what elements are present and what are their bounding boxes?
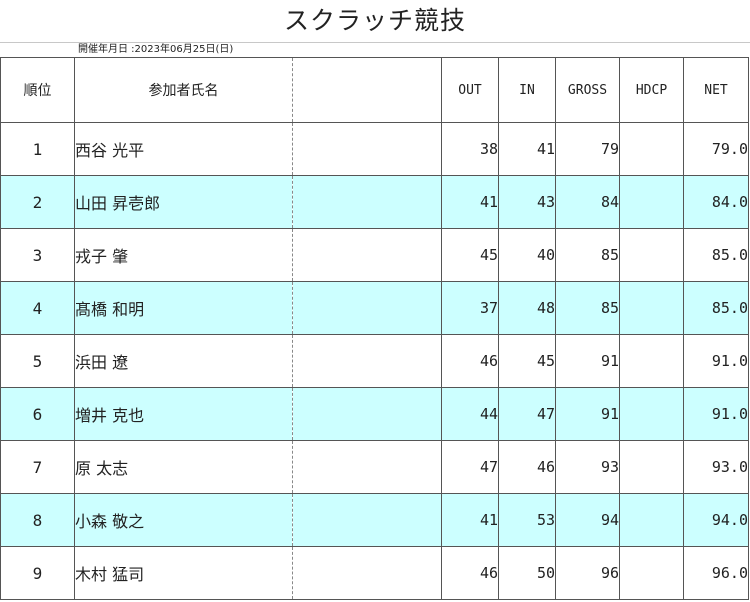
cell-blank xyxy=(292,387,442,441)
cell-gross: 91 xyxy=(555,387,620,441)
cell-hdcp xyxy=(619,546,684,600)
cell-rank: 4 xyxy=(0,281,75,335)
cell-hdcp xyxy=(619,440,684,494)
cell-out: 37 xyxy=(441,281,499,335)
cell-out: 41 xyxy=(441,493,499,547)
cell-in: 48 xyxy=(498,281,556,335)
cell-gross: 79 xyxy=(555,122,620,176)
cell-in: 41 xyxy=(498,122,556,176)
cell-gross: 84 xyxy=(555,175,620,229)
cell-net: 94.0 xyxy=(683,493,749,547)
cell-gross: 94 xyxy=(555,493,620,547)
cell-net: 84.0 xyxy=(683,175,749,229)
header-rank: 順位 xyxy=(0,57,75,123)
page-title: スクラッチ競技 xyxy=(0,0,750,43)
header-out: OUT xyxy=(441,57,499,123)
cell-in: 47 xyxy=(498,387,556,441)
cell-blank xyxy=(292,228,442,282)
cell-in: 53 xyxy=(498,493,556,547)
cell-name: 西谷 光平 xyxy=(74,122,293,176)
table-row: 1 西谷 光平 38 41 79 79.0 xyxy=(0,122,749,176)
header-hdcp: HDCP xyxy=(619,57,684,123)
cell-rank: 9 xyxy=(0,546,75,600)
header-row: 順位 参加者氏名 OUT IN GROSS HDCP NET xyxy=(0,57,749,123)
cell-out: 41 xyxy=(441,175,499,229)
header-name: 参加者氏名 xyxy=(74,57,293,123)
cell-hdcp xyxy=(619,122,684,176)
cell-name: 原 太志 xyxy=(74,440,293,494)
cell-blank xyxy=(292,546,442,600)
cell-hdcp xyxy=(619,493,684,547)
cell-rank: 7 xyxy=(0,440,75,494)
cell-blank xyxy=(292,334,442,388)
cell-net: 91.0 xyxy=(683,334,749,388)
cell-gross: 93 xyxy=(555,440,620,494)
cell-in: 45 xyxy=(498,334,556,388)
cell-in: 40 xyxy=(498,228,556,282)
cell-gross: 85 xyxy=(555,281,620,335)
header-in: IN xyxy=(498,57,556,123)
table-row: 9 木村 猛司 46 50 96 96.0 xyxy=(0,546,749,600)
cell-hdcp xyxy=(619,228,684,282)
cell-out: 47 xyxy=(441,440,499,494)
scores-table: 順位 参加者氏名 OUT IN GROSS HDCP NET 1 西谷 光平 3… xyxy=(0,57,749,600)
cell-net: 96.0 xyxy=(683,546,749,600)
cell-rank: 6 xyxy=(0,387,75,441)
cell-hdcp xyxy=(619,387,684,441)
table-row: 8 小森 敬之 41 53 94 94.0 xyxy=(0,493,749,547)
cell-gross: 91 xyxy=(555,334,620,388)
cell-out: 45 xyxy=(441,228,499,282)
cell-in: 46 xyxy=(498,440,556,494)
cell-out: 46 xyxy=(441,546,499,600)
cell-out: 44 xyxy=(441,387,499,441)
cell-name: 木村 猛司 xyxy=(74,546,293,600)
cell-rank: 8 xyxy=(0,493,75,547)
cell-rank: 5 xyxy=(0,334,75,388)
cell-blank xyxy=(292,175,442,229)
cell-name: 小森 敬之 xyxy=(74,493,293,547)
cell-net: 85.0 xyxy=(683,281,749,335)
cell-blank xyxy=(292,281,442,335)
cell-net: 93.0 xyxy=(683,440,749,494)
table-row: 5 浜田 遼 46 45 91 91.0 xyxy=(0,334,749,388)
table-row: 2 山田 昇壱郎 41 43 84 84.0 xyxy=(0,175,749,229)
header-gross: GROSS xyxy=(555,57,620,123)
cell-net: 79.0 xyxy=(683,122,749,176)
header-net: NET xyxy=(683,57,749,123)
cell-hdcp xyxy=(619,334,684,388)
cell-blank xyxy=(292,122,442,176)
cell-name: 増井 克也 xyxy=(74,387,293,441)
cell-gross: 85 xyxy=(555,228,620,282)
cell-name: 戎子 肇 xyxy=(74,228,293,282)
cell-in: 43 xyxy=(498,175,556,229)
cell-name: 髙橋 和明 xyxy=(74,281,293,335)
cell-blank xyxy=(292,493,442,547)
cell-hdcp xyxy=(619,281,684,335)
table-row: 6 増井 克也 44 47 91 91.0 xyxy=(0,387,749,441)
cell-in: 50 xyxy=(498,546,556,600)
event-date: 開催年月日 :2023年06月25日(日) xyxy=(0,43,750,57)
cell-out: 46 xyxy=(441,334,499,388)
cell-name: 山田 昇壱郎 xyxy=(74,175,293,229)
cell-out: 38 xyxy=(441,122,499,176)
header-blank xyxy=(292,57,442,123)
cell-blank xyxy=(292,440,442,494)
cell-net: 85.0 xyxy=(683,228,749,282)
cell-net: 91.0 xyxy=(683,387,749,441)
cell-rank: 2 xyxy=(0,175,75,229)
table-row: 7 原 太志 47 46 93 93.0 xyxy=(0,440,749,494)
cell-gross: 96 xyxy=(555,546,620,600)
table-row: 3 戎子 肇 45 40 85 85.0 xyxy=(0,228,749,282)
table-row: 4 髙橋 和明 37 48 85 85.0 xyxy=(0,281,749,335)
cell-rank: 3 xyxy=(0,228,75,282)
cell-hdcp xyxy=(619,175,684,229)
event-date-text: 開催年月日 :2023年06月25日(日) xyxy=(78,44,234,55)
cell-name: 浜田 遼 xyxy=(74,334,293,388)
cell-rank: 1 xyxy=(0,122,75,176)
